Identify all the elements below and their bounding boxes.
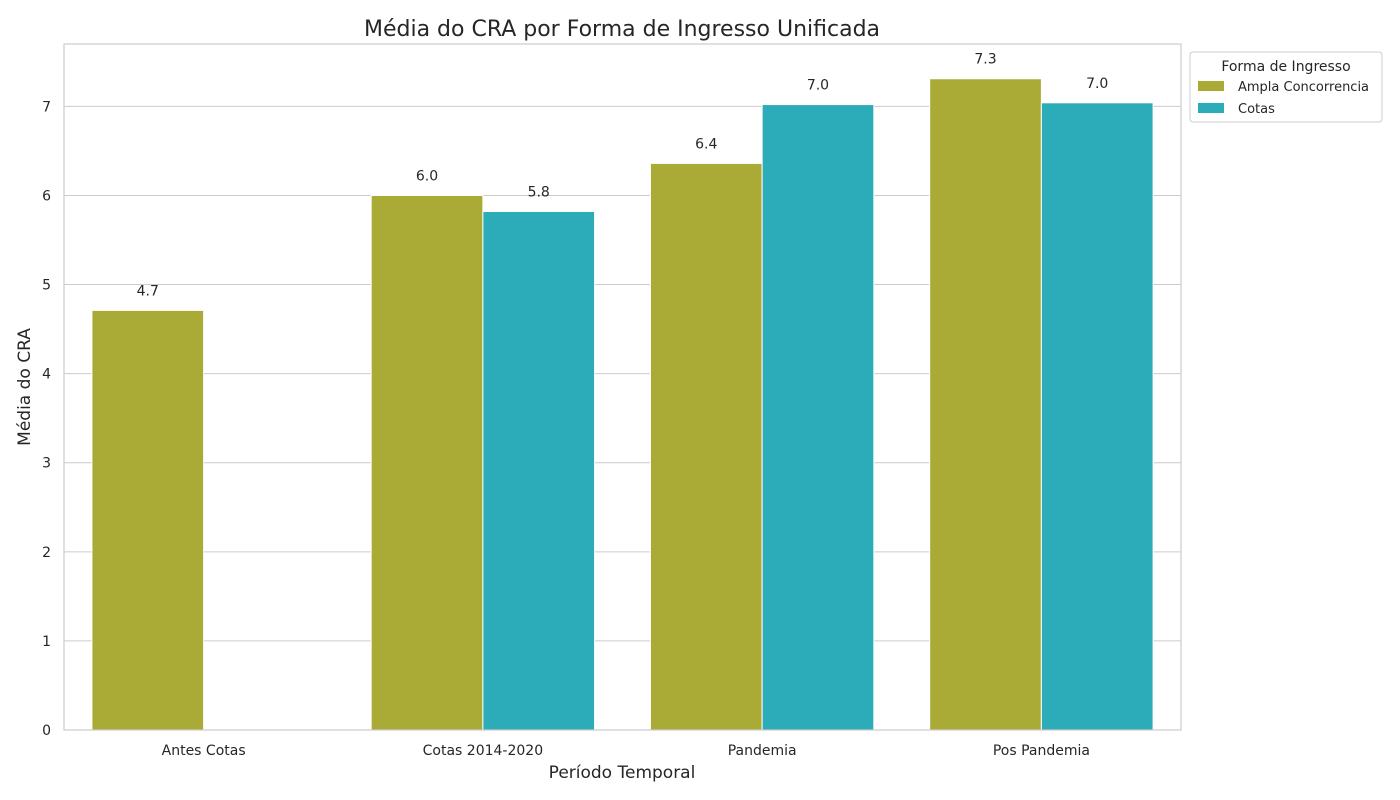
x-tick-label: Pandemia [728,743,797,759]
y-tick-label: 0 [42,723,51,739]
y-tick-label: 6 [42,188,51,204]
y-axis-label: Média do CRA [15,328,35,446]
y-axis-ticks: 0 1 2 3 4 5 6 7 [42,99,51,739]
legend-box [1189,51,1383,123]
bar-value-label: 6.0 [416,168,438,184]
bar-value-label: 5.8 [528,184,550,200]
chart-title: Média do CRA por Forma de Ingresso Unifi… [364,17,880,42]
bar-cotas [761,104,875,731]
y-tick-label: 1 [42,634,51,650]
y-tick-label: 4 [42,367,51,383]
x-tick-label: Pos Pandemia [993,743,1090,759]
bar-value-label: 6.4 [695,136,717,152]
bar-value-label: 7.0 [807,78,829,94]
y-tick-label: 5 [42,278,51,294]
bar-labels: 4.7 6.0 6.4 7.3 5.8 7.0 7.0 [137,52,1109,300]
bars [91,78,1154,731]
y-tick-label: 2 [42,545,51,561]
legend-swatch-ampla-concorrencia [1198,81,1224,91]
bar-value-label: 7.0 [1086,76,1108,92]
legend-swatch-cotas [1198,103,1224,113]
bar-value-label: 7.3 [974,52,996,68]
plot-frame [63,43,1182,731]
x-tick-label: Cotas 2014-2020 [423,743,543,759]
x-tick-label: Antes Cotas [162,743,246,759]
bar-cotas [1040,102,1154,731]
bar-cotas [482,210,596,731]
y-tick-label: 3 [42,456,51,472]
bar-ampla-concorrencia [929,78,1042,731]
x-axis-ticks: Antes Cotas Cotas 2014-2020 Pandemia Pos Pa… [162,743,1090,759]
legend-label-ampla-concorrencia: Ampla Concorrencia [1238,80,1369,95]
y-tick-label: 7 [42,99,51,115]
legend-title: Forma de Ingresso [1221,59,1350,75]
x-axis-label: Período Temporal [549,763,696,783]
bar-ampla-concorrencia [370,194,484,731]
legend-label-cotas: Cotas [1238,102,1275,117]
bar-ampla-concorrencia [91,309,205,731]
bar-value-label: 4.7 [137,283,159,299]
legend: Forma de Ingresso Ampla Concorrencia Cot… [1189,51,1383,123]
bar-ampla-concorrencia [649,162,763,731]
